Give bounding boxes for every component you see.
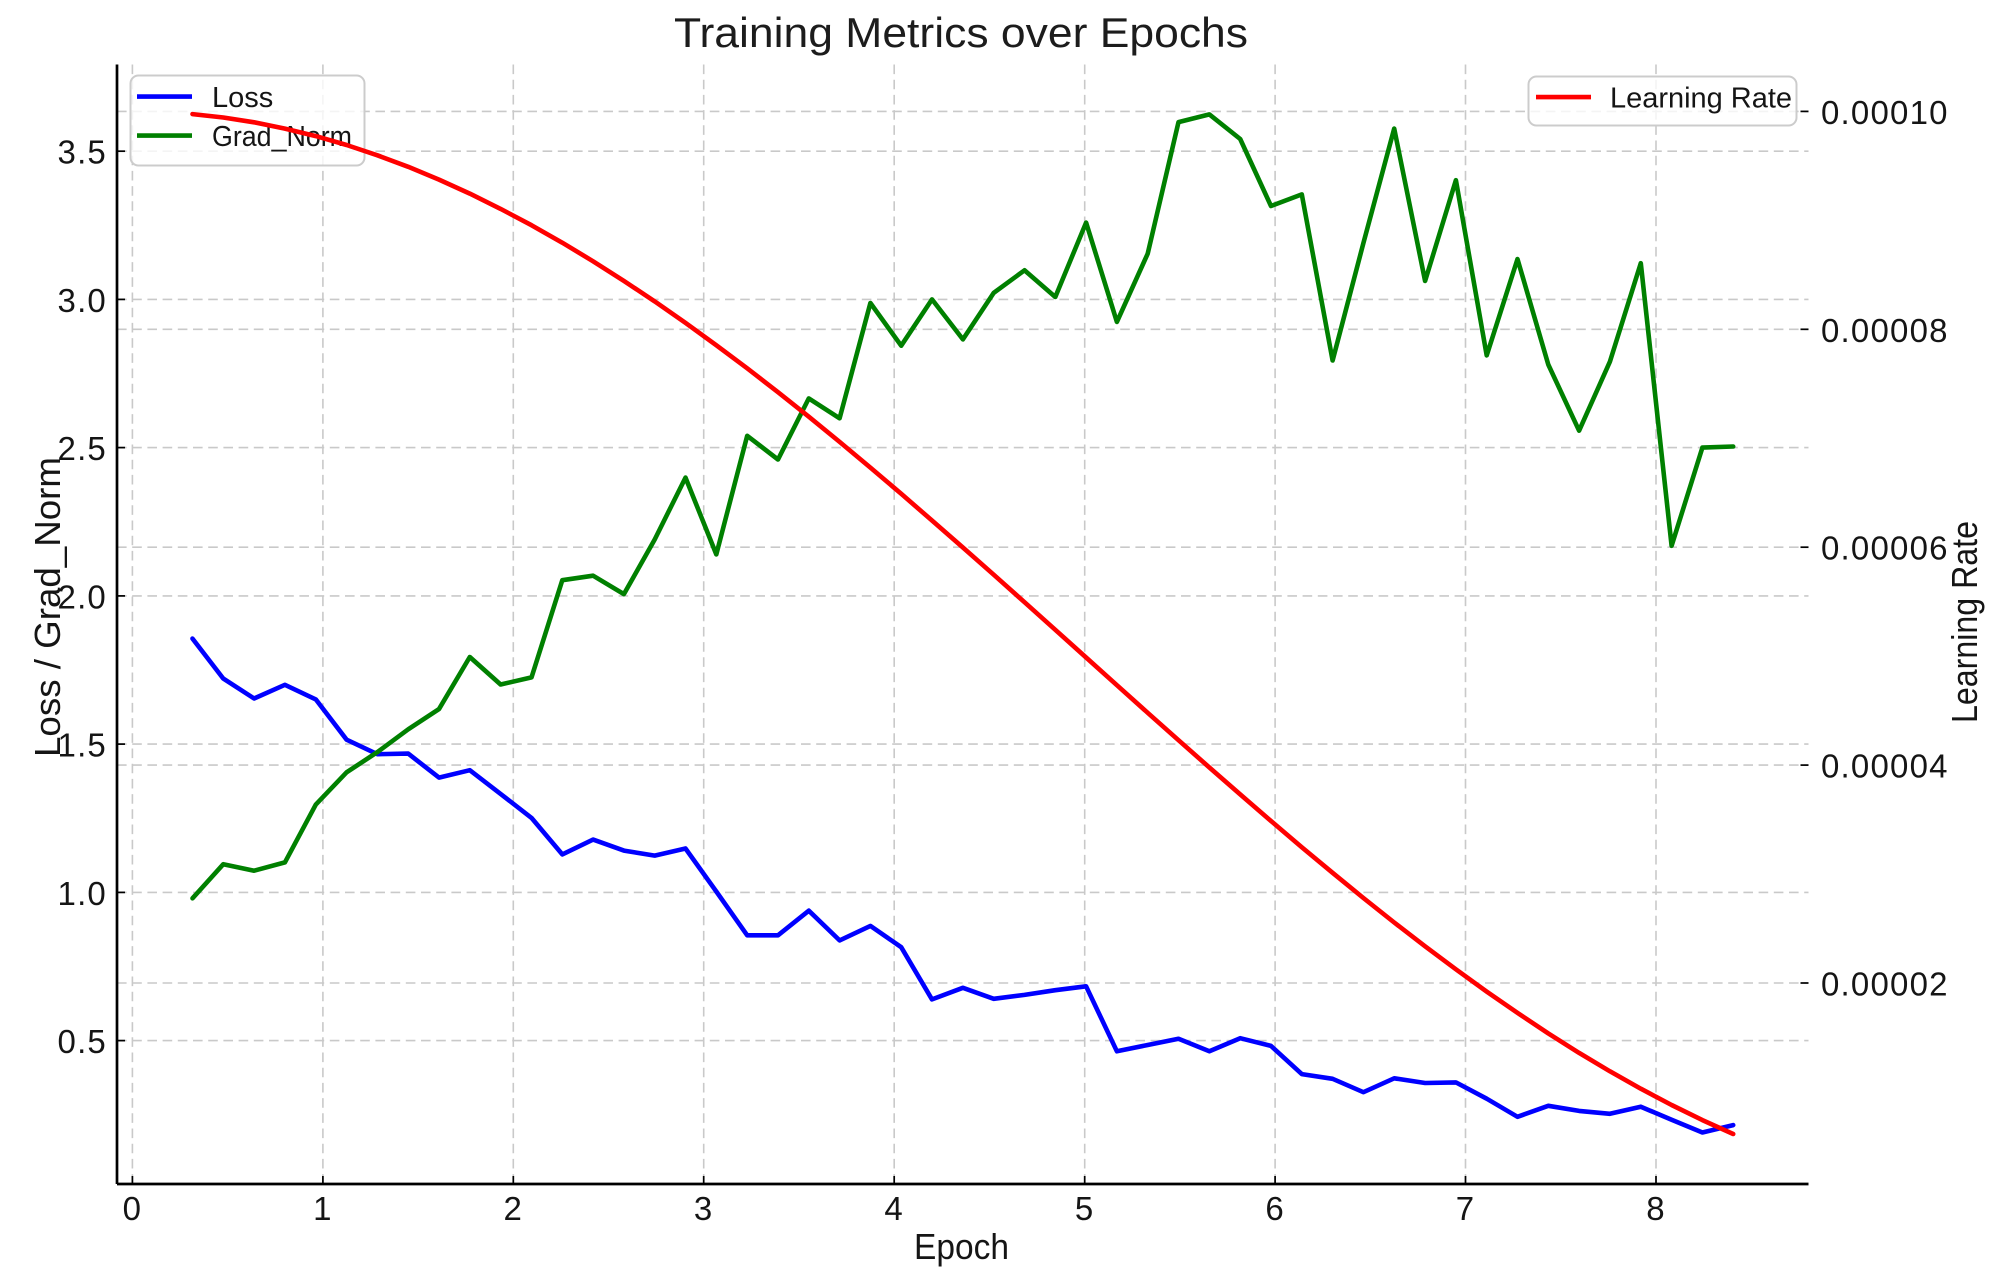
svg-text:Epoch: Epoch <box>914 1226 1009 1267</box>
svg-text:0.00004: 0.00004 <box>1821 748 1949 785</box>
svg-text:0.00002: 0.00002 <box>1821 966 1949 1003</box>
svg-text:1.5: 1.5 <box>58 727 107 764</box>
svg-text:Learning Rate: Learning Rate <box>1610 83 1792 115</box>
svg-text:2.5: 2.5 <box>58 430 107 467</box>
svg-text:0.00006: 0.00006 <box>1821 530 1949 567</box>
svg-text:Loss: Loss <box>212 82 273 114</box>
svg-text:Training Metrics over Epochs: Training Metrics over Epochs <box>674 9 1248 56</box>
svg-text:Learning Rate: Learning Rate <box>1944 521 1985 723</box>
svg-text:1: 1 <box>313 1190 333 1227</box>
svg-text:3: 3 <box>694 1190 714 1227</box>
svg-text:3.0: 3.0 <box>58 282 107 319</box>
svg-text:0.00010: 0.00010 <box>1821 94 1949 131</box>
svg-text:8: 8 <box>1646 1190 1666 1227</box>
svg-text:0: 0 <box>123 1190 143 1227</box>
svg-text:0.00008: 0.00008 <box>1821 312 1949 349</box>
svg-text:4: 4 <box>884 1190 904 1227</box>
svg-text:7: 7 <box>1456 1190 1476 1227</box>
svg-text:Loss / Grad_Norm: Loss / Grad_Norm <box>27 457 68 757</box>
svg-text:5: 5 <box>1075 1190 1095 1227</box>
svg-text:3.5: 3.5 <box>58 134 107 171</box>
svg-text:6: 6 <box>1265 1190 1285 1227</box>
svg-text:2: 2 <box>504 1190 524 1227</box>
svg-text:1.0: 1.0 <box>58 875 107 912</box>
svg-text:2.0: 2.0 <box>58 578 107 615</box>
svg-text:0.5: 0.5 <box>58 1023 107 1060</box>
